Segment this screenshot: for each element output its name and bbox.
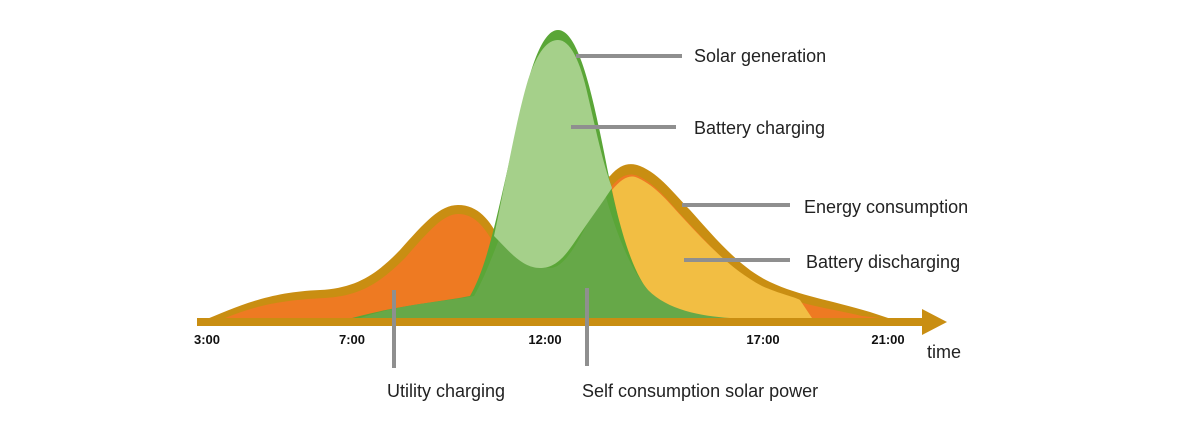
time-axis-arrow-icon xyxy=(922,309,947,335)
label-battery-charging: Battery charging xyxy=(694,118,825,138)
tick-12: 12:00 xyxy=(528,332,561,347)
tick-21: 21:00 xyxy=(871,332,904,347)
label-energy-consumption: Energy consumption xyxy=(804,197,968,217)
label-self-consumption: Self consumption solar power xyxy=(582,381,818,401)
label-solar-generation: Solar generation xyxy=(694,46,826,66)
battery-discharging-area xyxy=(612,176,812,318)
time-axis-label: time xyxy=(927,342,961,362)
time-axis-line xyxy=(197,318,925,326)
label-battery-discharging: Battery discharging xyxy=(806,252,960,272)
tick-17: 17:00 xyxy=(746,332,779,347)
time-axis xyxy=(197,309,947,335)
battery-charging-area xyxy=(494,40,612,268)
self-consumption-area xyxy=(360,190,730,318)
label-utility-charging: Utility charging xyxy=(387,381,505,401)
tick-7: 7:00 xyxy=(339,332,365,347)
tick-3: 3:00 xyxy=(194,332,220,347)
